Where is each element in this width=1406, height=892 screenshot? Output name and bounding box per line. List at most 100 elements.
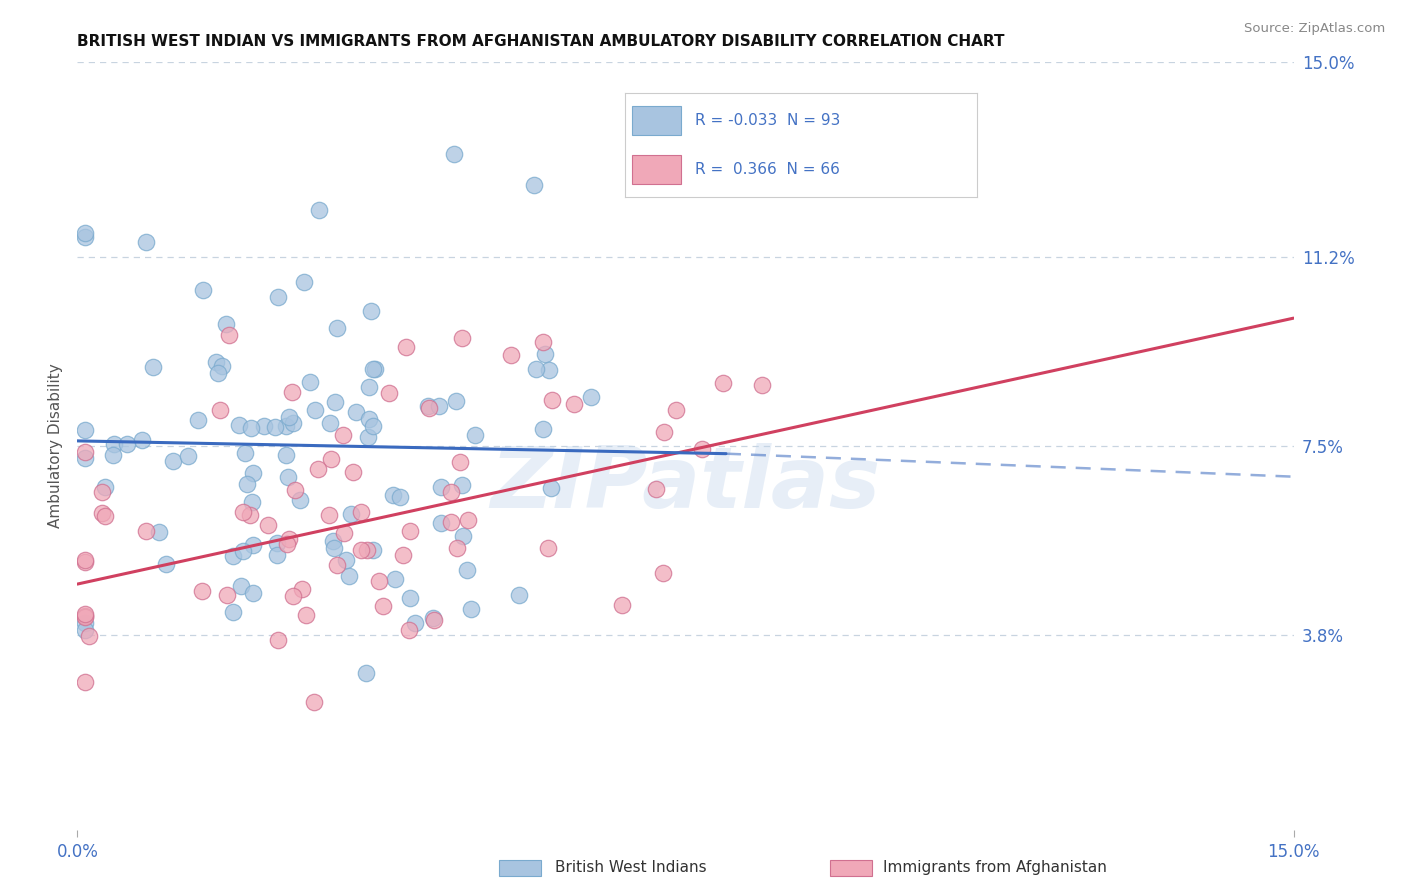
- Point: [75, 555, 97, 569]
- Point: [423, 613, 446, 627]
- Point: [404, 616, 426, 631]
- Point: [218, 328, 240, 343]
- Point: [228, 418, 250, 433]
- Point: [304, 402, 326, 417]
- Text: ZIPatlas: ZIPatlas: [491, 442, 880, 526]
- Text: Source: ZipAtlas.com: Source: ZipAtlas.com: [1244, 22, 1385, 36]
- Point: [75, 675, 97, 690]
- Point: [299, 375, 322, 389]
- Point: [209, 402, 232, 417]
- Point: [323, 541, 346, 556]
- Point: [373, 599, 395, 613]
- Point: [238, 508, 260, 522]
- Point: [665, 403, 688, 417]
- Point: [191, 583, 214, 598]
- Point: [283, 416, 305, 430]
- Point: [276, 536, 298, 550]
- Point: [94, 508, 117, 523]
- Point: [440, 515, 463, 529]
- Point: [451, 331, 474, 345]
- Point: [222, 605, 245, 619]
- Point: [290, 492, 312, 507]
- Point: [281, 384, 304, 399]
- Point: [333, 526, 356, 541]
- Point: [242, 538, 264, 552]
- Point: [429, 480, 451, 494]
- Point: [155, 557, 177, 571]
- Point: [337, 569, 360, 583]
- Point: [644, 483, 666, 497]
- Point: [439, 484, 461, 499]
- Point: [284, 483, 307, 497]
- Point: [579, 390, 602, 404]
- Point: [148, 525, 170, 540]
- Point: [75, 444, 97, 458]
- Point: [449, 455, 471, 469]
- Point: [277, 470, 299, 484]
- Text: BRITISH WEST INDIAN VS IMMIGRANTS FROM AFGHANISTAN AMBULATORY DISABILITY CORRELA: BRITISH WEST INDIAN VS IMMIGRANTS FROM A…: [77, 34, 1005, 49]
- Point: [418, 399, 440, 413]
- Point: [281, 589, 304, 603]
- Point: [229, 579, 252, 593]
- Point: [711, 376, 734, 390]
- Point: [356, 543, 378, 558]
- Point: [508, 588, 530, 602]
- Point: [451, 529, 474, 543]
- Point: [75, 226, 97, 240]
- Point: [363, 542, 385, 557]
- Point: [266, 536, 288, 550]
- Point: [350, 505, 373, 519]
- Point: [457, 513, 479, 527]
- Point: [276, 419, 298, 434]
- Point: [75, 230, 97, 244]
- Point: [94, 480, 117, 494]
- Point: [357, 380, 380, 394]
- Point: [191, 283, 214, 297]
- Point: [332, 427, 354, 442]
- Point: [232, 543, 254, 558]
- Point: [90, 485, 112, 500]
- Point: [277, 532, 299, 546]
- Point: [277, 410, 299, 425]
- Point: [335, 553, 357, 567]
- Point: [751, 377, 773, 392]
- Point: [233, 446, 256, 460]
- Point: [326, 321, 349, 335]
- Point: [162, 454, 184, 468]
- Point: [368, 574, 391, 588]
- Point: [75, 450, 97, 465]
- Point: [610, 599, 633, 613]
- Point: [77, 629, 100, 643]
- Point: [534, 346, 557, 360]
- Point: [395, 340, 418, 354]
- Point: [537, 362, 560, 376]
- Point: [464, 427, 486, 442]
- Point: [384, 572, 406, 586]
- Point: [460, 601, 482, 615]
- Point: [239, 421, 262, 435]
- Point: [364, 361, 387, 376]
- Point: [399, 524, 422, 538]
- Point: [304, 695, 326, 709]
- Point: [446, 394, 468, 409]
- Point: [222, 549, 245, 564]
- Point: [456, 563, 478, 577]
- Point: [322, 534, 344, 549]
- Point: [75, 552, 97, 566]
- Point: [377, 386, 399, 401]
- Point: [135, 235, 157, 249]
- Point: [651, 566, 673, 580]
- Point: [357, 411, 380, 425]
- Point: [319, 416, 342, 430]
- Point: [427, 399, 450, 413]
- Point: [291, 582, 314, 597]
- Text: Immigrants from Afghanistan: Immigrants from Afghanistan: [883, 860, 1107, 874]
- Point: [323, 395, 346, 409]
- Point: [422, 611, 444, 625]
- Y-axis label: Ambulatory Disability: Ambulatory Disability: [48, 364, 63, 528]
- Point: [326, 558, 349, 572]
- Point: [207, 367, 229, 381]
- Point: [215, 587, 238, 601]
- Point: [540, 482, 562, 496]
- Text: British West Indians: British West Indians: [555, 860, 707, 874]
